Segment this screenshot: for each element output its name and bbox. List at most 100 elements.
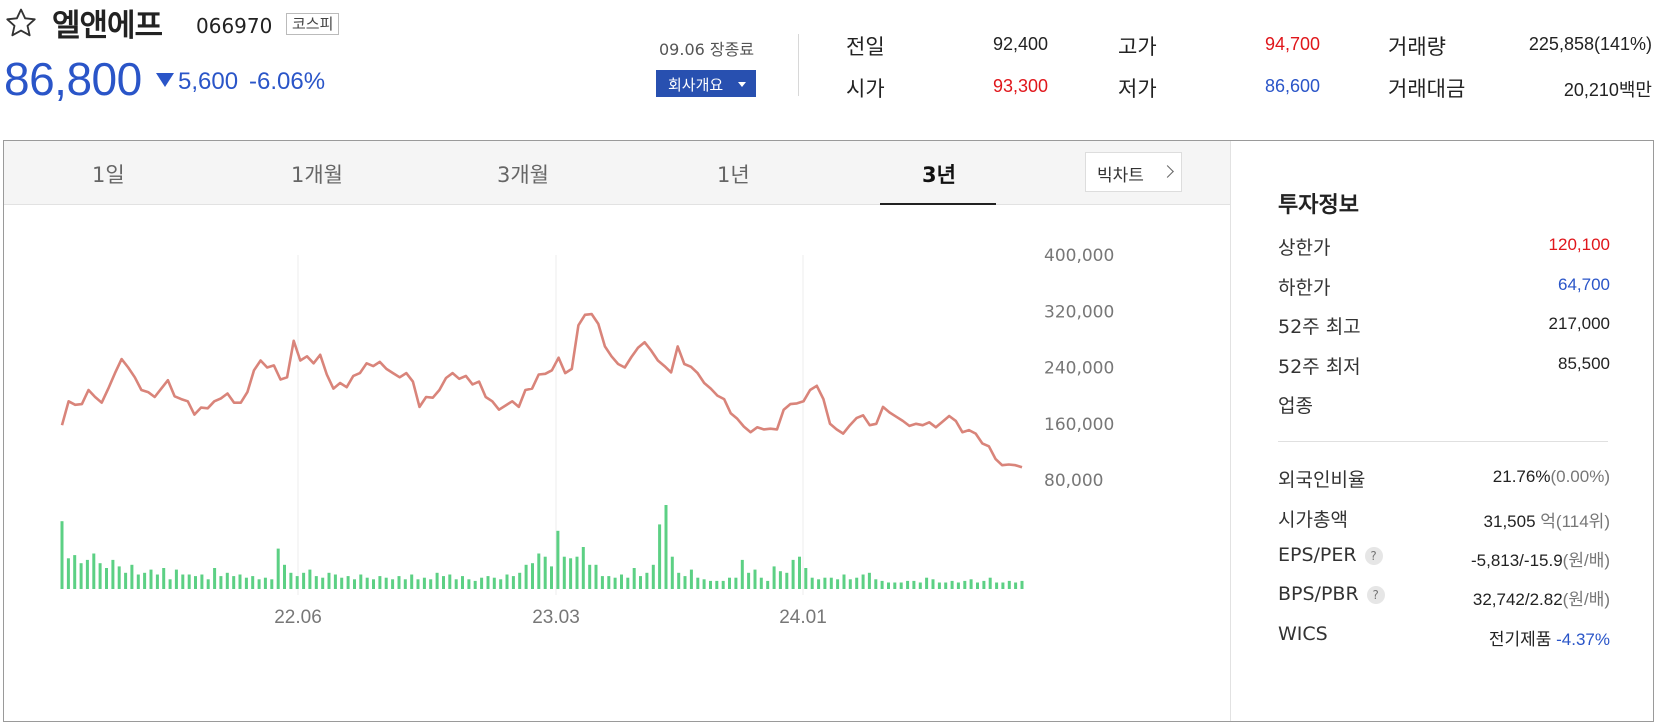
volume-bar <box>244 577 248 589</box>
volume-bar <box>454 579 458 589</box>
volume-bar <box>963 580 967 589</box>
volume-bar <box>709 580 712 589</box>
volume-bar <box>556 530 560 589</box>
volume-bar <box>333 574 337 589</box>
prev-close-label: 전일 <box>846 35 885 59</box>
x-tick-label: 23.03 <box>532 607 580 628</box>
volume-bar <box>956 582 960 589</box>
open-label: 시가 <box>846 77 885 101</box>
volume-bar <box>225 572 229 589</box>
volume-bar <box>518 572 522 589</box>
invest-info-title: 투자정보 <box>1278 193 1359 218</box>
volume-bar <box>632 568 636 589</box>
volume-bar <box>442 576 445 589</box>
volume-bar <box>492 577 496 589</box>
volume-bar <box>187 574 191 589</box>
tab-3month[interactable]: 3개월 <box>497 163 550 187</box>
volume-bar <box>60 521 64 589</box>
volume-bar <box>581 547 585 589</box>
lower-limit-value: 64,700 <box>1558 275 1610 294</box>
volume-bar <box>804 568 808 589</box>
volume-bar <box>213 568 217 589</box>
volume-bar <box>562 556 566 589</box>
wics-label: WICS <box>1278 623 1328 645</box>
volume-bar <box>473 580 477 589</box>
volume-bar <box>798 556 801 589</box>
upper-limit-value: 120,100 <box>1548 235 1610 254</box>
tab-3year[interactable]: 3년 <box>922 163 956 187</box>
volume-bar <box>346 576 350 589</box>
volume-bar <box>194 576 197 589</box>
lower-limit-label: 하한가 <box>1278 277 1331 299</box>
volume-bar <box>607 576 611 589</box>
volume-bar <box>1007 580 1011 589</box>
volume-bar <box>912 580 916 589</box>
tab-1day[interactable]: 1일 <box>92 163 125 187</box>
volume-bar <box>887 582 890 589</box>
volume-bar <box>766 580 770 589</box>
volume-bar <box>111 559 115 589</box>
volume-bar <box>600 576 604 589</box>
help-icon[interactable]: ? <box>1364 546 1383 565</box>
x-tick-label: 22.06 <box>274 607 322 628</box>
volume-bar <box>340 577 344 589</box>
eps-per-value: -5,813/-15.9(원/배) <box>1471 546 1610 571</box>
volume-bar <box>575 556 579 589</box>
market-badge: 코스피 <box>286 13 340 35</box>
active-tab-indicator <box>880 203 996 205</box>
volume-bar <box>257 579 261 589</box>
price-line <box>60 312 1023 469</box>
volume-bar <box>251 576 255 589</box>
volume-bar <box>162 568 166 589</box>
tab-1month[interactable]: 1개월 <box>291 163 344 187</box>
stock-code: 066970 <box>196 14 273 38</box>
price-chart[interactable]: 22.06 23.03 24.01 400,000 320,000 240,000 160,… <box>4 205 1230 721</box>
change-percent: -6.06% <box>249 68 326 95</box>
volume-bar <box>429 579 433 589</box>
volume-bar <box>524 564 528 589</box>
volume-bar <box>817 579 821 589</box>
volume-bar <box>308 569 312 589</box>
volume-bar <box>314 576 318 589</box>
volume-bar <box>124 572 128 589</box>
volume-bar <box>918 582 922 589</box>
big-chart-button[interactable]: 빅차트 <box>1085 152 1182 192</box>
volume-bar <box>73 555 77 589</box>
eps-per: -5,813/-15.9 <box>1470 551 1563 570</box>
volume-bar <box>740 559 744 589</box>
volume-bar <box>976 582 979 589</box>
volume-bar <box>683 576 687 589</box>
volume-label: 거래량 <box>1388 35 1446 59</box>
help-icon[interactable]: ? <box>1366 585 1385 604</box>
volume-bar <box>778 571 782 589</box>
market-close-date: 09.06 장종료 <box>659 40 755 59</box>
volume-bar <box>810 577 814 589</box>
volume-bar <box>168 579 172 589</box>
volume-bar <box>384 577 388 589</box>
volume-bar <box>321 577 325 589</box>
favorite-star-icon[interactable] <box>4 6 38 40</box>
company-overview-label: 회사개요 <box>668 76 724 94</box>
volume-bar <box>283 564 286 589</box>
volume-bar <box>772 566 776 589</box>
eps-per-label-row: EPS/PER? <box>1278 544 1383 566</box>
company-overview-button[interactable]: 회사개요 <box>656 70 756 97</box>
volume-bar <box>537 553 541 589</box>
low-value: 86,600 <box>1264 76 1320 96</box>
low-label: 저가 <box>1118 77 1157 101</box>
volume-bar <box>353 579 356 589</box>
stock-name: 엘앤에프 <box>52 8 163 44</box>
volume-bar <box>569 558 573 589</box>
wics-sector[interactable]: 전기제품 <box>1488 630 1552 649</box>
volume-bar <box>79 563 83 589</box>
volume-bar <box>359 574 363 589</box>
volume-bar <box>899 582 903 589</box>
tab-1year[interactable]: 1년 <box>717 163 750 187</box>
volume-bar <box>925 577 929 589</box>
industry-label: 업종 <box>1278 395 1313 417</box>
eps-per-unit: (원/배) <box>1562 551 1610 570</box>
volume-bar <box>270 579 274 589</box>
volume-bar <box>174 569 178 589</box>
bps-pbr-unit: (원/배) <box>1562 590 1610 609</box>
volume-bar <box>785 572 789 589</box>
